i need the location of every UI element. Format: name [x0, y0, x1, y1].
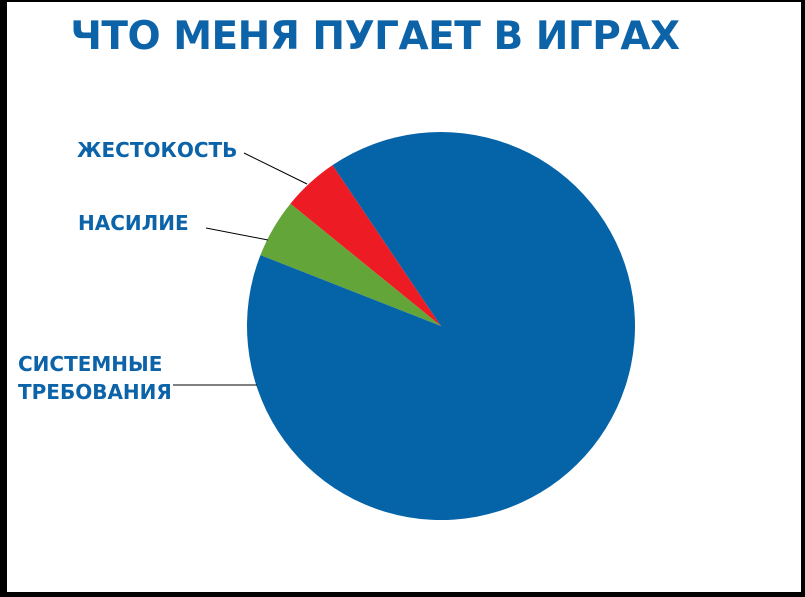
leader-line-zhestokost [243, 152, 308, 185]
label-zhestokost: ЖЕСТОКОСТЬ [77, 138, 238, 162]
label-nasilie: НАСИЛИЕ [78, 211, 189, 235]
label-system-requirements: СИСТЕМНЫЕ ТРЕБОВАНИЯ [18, 350, 172, 406]
slice-nasilie [260, 203, 441, 326]
label-line-2: ТРЕБОВАНИЯ [18, 380, 172, 404]
leader-line-nasilie [205, 227, 269, 241]
slice-system-requirements [246, 131, 635, 520]
chart-title: ЧТО МЕНЯ ПУГАЕТ В ИГРАХ [70, 14, 680, 59]
label-line-1: СИСТЕМНЫЕ [18, 352, 163, 376]
slice-zhestokost [290, 165, 441, 326]
